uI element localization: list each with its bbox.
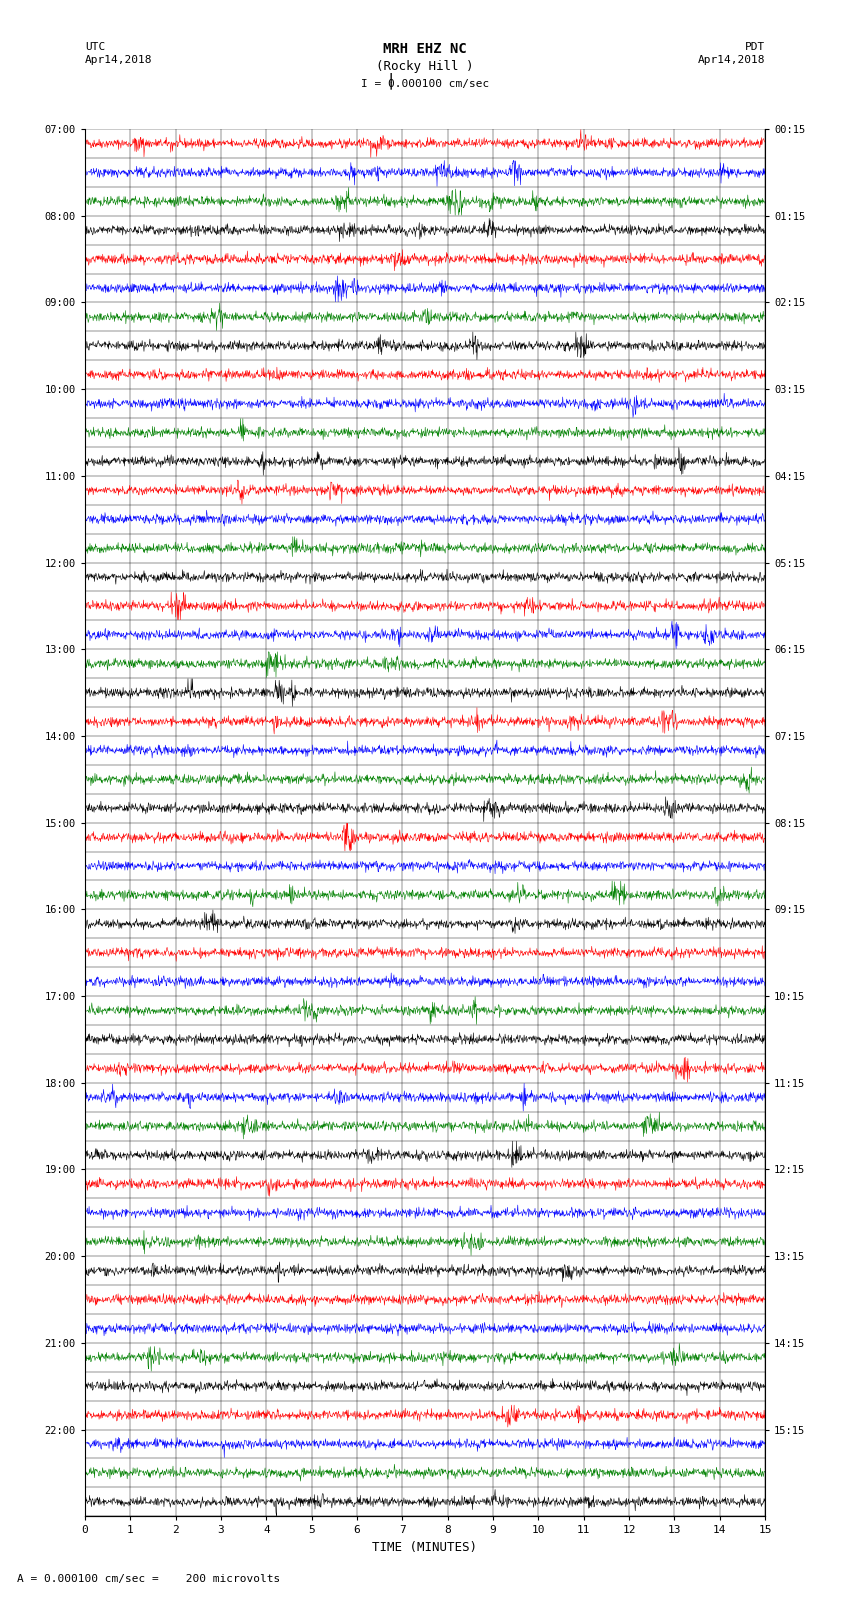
Text: Apr14,2018: Apr14,2018 [85, 55, 152, 65]
Text: Apr14,2018: Apr14,2018 [698, 55, 765, 65]
Text: MRH EHZ NC: MRH EHZ NC [383, 42, 467, 56]
Text: PDT: PDT [745, 42, 765, 52]
Text: I = 0.000100 cm/sec: I = 0.000100 cm/sec [361, 79, 489, 89]
Text: UTC: UTC [85, 42, 105, 52]
Text: ⎮: ⎮ [387, 73, 395, 89]
Text: (Rocky Hill ): (Rocky Hill ) [377, 60, 473, 73]
Text: A = 0.000100 cm/sec =    200 microvolts: A = 0.000100 cm/sec = 200 microvolts [17, 1574, 280, 1584]
X-axis label: TIME (MINUTES): TIME (MINUTES) [372, 1540, 478, 1553]
